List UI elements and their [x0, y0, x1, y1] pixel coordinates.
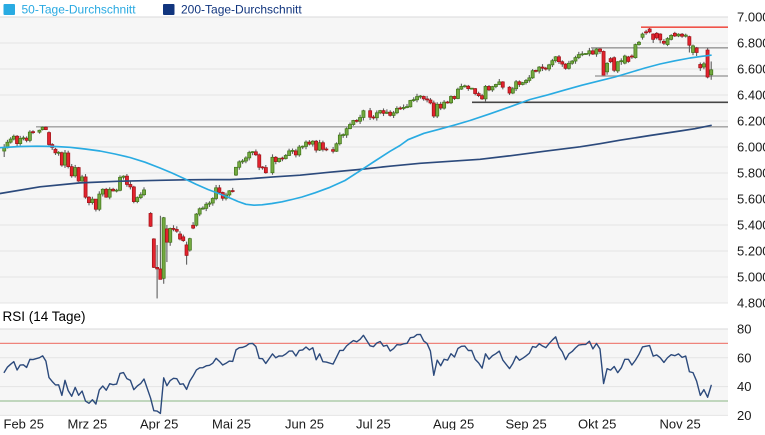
- svg-text:5.800: 5.800: [737, 166, 765, 181]
- svg-text:50-Tage-Durchschnitt: 50-Tage-Durchschnitt: [22, 3, 137, 17]
- svg-text:Mrz 25: Mrz 25: [68, 416, 108, 430]
- svg-text:Sep 25: Sep 25: [506, 416, 547, 430]
- svg-text:4.800: 4.800: [737, 296, 765, 311]
- svg-text:5.600: 5.600: [737, 192, 765, 207]
- svg-text:200-Tage-Durchschnitt: 200-Tage-Durchschnitt: [181, 3, 302, 17]
- svg-text:RSI (14 Tage): RSI (14 Tage): [3, 309, 86, 324]
- svg-text:Jun 25: Jun 25: [285, 416, 324, 430]
- svg-text:5.000: 5.000: [737, 270, 765, 285]
- svg-text:6.800: 6.800: [737, 36, 765, 51]
- svg-text:20: 20: [737, 408, 751, 423]
- svg-text:7.000: 7.000: [737, 10, 765, 25]
- svg-text:Mai 25: Mai 25: [212, 416, 251, 430]
- svg-text:5.400: 5.400: [737, 218, 765, 233]
- svg-text:5.200: 5.200: [737, 244, 765, 259]
- svg-text:40: 40: [737, 379, 751, 394]
- svg-text:Aug 25: Aug 25: [433, 416, 474, 430]
- svg-text:Feb 25: Feb 25: [4, 416, 44, 430]
- svg-text:Apr 25: Apr 25: [140, 416, 178, 430]
- svg-text:6.200: 6.200: [737, 114, 765, 129]
- svg-text:6.400: 6.400: [737, 88, 765, 103]
- svg-text:Okt 25: Okt 25: [578, 416, 616, 430]
- svg-text:6.600: 6.600: [737, 62, 765, 77]
- svg-text:60: 60: [737, 350, 751, 365]
- svg-text:6.000: 6.000: [737, 140, 765, 155]
- svg-text:Jul 25: Jul 25: [356, 416, 391, 430]
- svg-text:80: 80: [737, 322, 751, 337]
- svg-text:Nov 25: Nov 25: [660, 416, 701, 430]
